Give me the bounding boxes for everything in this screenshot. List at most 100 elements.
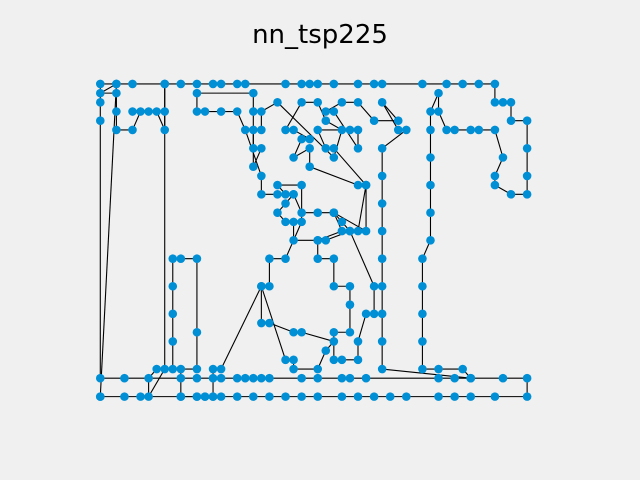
city-point xyxy=(313,373,323,383)
city-point xyxy=(232,107,242,116)
city-point xyxy=(434,88,443,98)
city-point xyxy=(289,153,298,162)
city-point xyxy=(160,125,170,135)
city-point xyxy=(257,171,266,181)
city-point xyxy=(426,235,435,245)
city-point xyxy=(345,226,355,236)
city-point xyxy=(377,281,387,291)
city-point xyxy=(426,208,435,217)
city-point xyxy=(345,373,355,383)
city-point xyxy=(265,254,274,263)
city-point xyxy=(160,107,170,116)
tour-segment xyxy=(317,230,343,241)
city-point xyxy=(249,144,258,153)
city-point xyxy=(377,171,387,181)
city-point xyxy=(402,125,411,135)
city-point xyxy=(305,162,314,171)
city-point xyxy=(426,180,435,190)
city-point xyxy=(474,79,484,89)
city-point xyxy=(112,88,121,98)
city-point xyxy=(273,180,282,190)
city-point xyxy=(208,364,218,374)
city-point xyxy=(273,98,282,107)
city-point xyxy=(450,125,459,135)
city-point xyxy=(281,79,290,89)
tour-segment xyxy=(309,166,359,186)
tour-segment xyxy=(333,129,343,158)
city-point xyxy=(377,226,387,236)
city-point xyxy=(128,79,137,89)
city-point xyxy=(329,337,339,346)
city-point xyxy=(377,144,387,153)
city-point xyxy=(377,309,387,319)
city-point xyxy=(369,309,379,319)
city-point xyxy=(257,144,266,153)
city-point xyxy=(313,235,323,245)
city-point xyxy=(313,364,323,374)
city-point xyxy=(281,199,290,208)
city-point xyxy=(466,373,476,383)
city-point xyxy=(249,392,258,401)
city-point xyxy=(345,281,355,291)
city-point xyxy=(112,79,121,89)
city-point xyxy=(442,79,451,89)
city-point xyxy=(95,79,105,89)
city-point xyxy=(192,254,202,263)
city-point xyxy=(418,309,427,319)
city-point xyxy=(281,254,290,263)
city-point xyxy=(240,125,250,135)
city-point xyxy=(377,79,387,89)
city-point xyxy=(192,373,202,383)
city-point xyxy=(434,373,443,383)
city-point xyxy=(257,189,266,199)
city-point xyxy=(208,392,218,401)
tour-segment xyxy=(244,129,262,177)
city-point xyxy=(168,364,178,374)
city-point xyxy=(216,392,226,401)
city-point xyxy=(490,180,500,190)
city-point xyxy=(506,98,516,107)
city-point xyxy=(337,355,347,365)
city-point xyxy=(95,98,105,107)
city-point xyxy=(418,79,427,89)
city-point xyxy=(265,281,274,291)
city-point xyxy=(353,337,363,346)
city-point xyxy=(329,254,339,263)
city-point xyxy=(281,125,290,135)
city-point xyxy=(361,180,371,190)
tour-segment xyxy=(285,102,303,131)
city-point xyxy=(305,79,314,89)
city-point xyxy=(297,79,306,89)
city-point xyxy=(474,125,484,135)
city-point xyxy=(281,355,290,365)
city-point xyxy=(377,337,387,346)
city-point xyxy=(418,281,427,291)
city-point xyxy=(200,392,210,401)
city-point xyxy=(329,327,339,337)
city-point xyxy=(329,144,339,153)
city-point xyxy=(345,327,355,337)
city-point xyxy=(345,300,355,309)
city-point xyxy=(297,98,306,107)
city-point xyxy=(281,189,290,199)
city-point xyxy=(506,116,516,126)
city-point xyxy=(490,98,500,107)
city-point xyxy=(273,208,282,217)
city-point xyxy=(418,254,427,263)
city-point xyxy=(353,392,363,401)
city-point xyxy=(289,327,298,337)
city-point xyxy=(385,392,395,401)
city-point xyxy=(249,373,258,383)
city-point xyxy=(152,107,161,116)
city-point xyxy=(369,116,379,126)
city-point xyxy=(313,79,323,89)
city-point xyxy=(144,373,153,383)
city-point xyxy=(377,199,387,208)
city-point xyxy=(249,107,258,116)
city-point xyxy=(522,392,532,401)
city-point xyxy=(313,392,323,401)
city-point xyxy=(257,125,266,135)
city-point xyxy=(208,373,218,383)
tour-segment xyxy=(381,129,407,149)
city-point xyxy=(321,116,331,126)
